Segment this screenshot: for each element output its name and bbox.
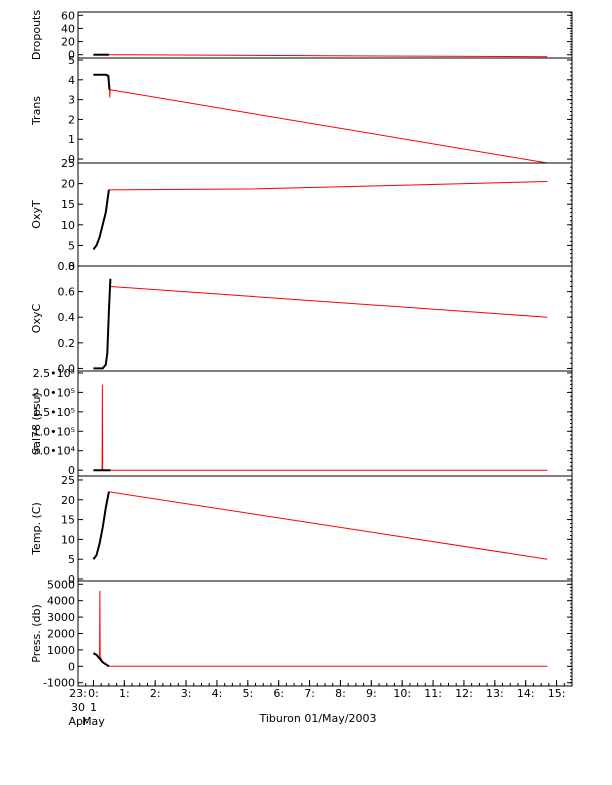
y-axis-label: OxyT [30,200,43,229]
y-axis-label: Trans [30,96,43,126]
panel-temp-c: 0 5 10 15 20 25 Temp. (C) [30,474,573,586]
y-tick-label: 15 [61,198,75,211]
x-tick-label: 2: [150,687,161,700]
y-tick-label: 4 [68,74,75,87]
panel-oxyt: 0 5 10 15 20 25 OxyT [30,157,573,273]
series-line-red [99,590,548,667]
series-line-early [92,491,110,560]
x-tick-label: 5: [242,687,253,700]
series-line-early [93,278,112,370]
panel-frame [77,475,573,582]
y-tick-label: 2000 [47,628,75,641]
y-tick-label: 0.4 [58,311,76,324]
y-tick-label: 10 [61,533,75,546]
x-tick-label: 15: [548,687,566,700]
series-line-red [108,181,548,191]
y-axis-label: Dropouts [30,10,43,60]
y-tick-label: 40 [61,22,75,35]
y-tick-label: 4000 [47,595,75,608]
x-tick-label: 14: [517,687,535,700]
series-line-red [110,286,548,318]
y-tick-label: 3 [68,94,75,107]
panel-frame [77,265,573,372]
series-line-early [92,189,110,251]
y-tick-label: 20 [61,494,75,507]
y-tick-label: 2.0•10⁵ [33,386,75,399]
series-line-red [109,89,548,164]
series-line-red [93,384,548,471]
y-tick-label: 25 [61,474,75,487]
y-tick-label: -1000 [43,677,75,690]
y-tick-label: 60 [61,9,75,22]
y-tick-label: 0.8 [58,260,76,273]
series-line-early [92,652,110,668]
x-tick-label: 11: [424,687,442,700]
y-tick-label: 0 [68,464,75,477]
y-tick-label: 0 [68,153,75,166]
y-tick-label: 1 [68,133,75,146]
y-tick-label: 0 [68,49,75,62]
y-tick-label: 5 [68,239,75,252]
y-tick-label: 1.5•10⁵ [33,406,75,419]
series-line-red [108,491,548,560]
panel-sal78-psu: 0 5.0•10⁴ 1.0•10⁵ 1.5•10⁵ 2.0•10⁵ 2.5•10⁵ Sal7… [30,367,573,477]
series-line-early [93,73,111,90]
y-axis-label: Press. (db) [30,604,43,663]
y-tick-label: 2.5•10⁵ [33,367,75,380]
x-tick-label: 3: [181,687,192,700]
chart-panels: 0204060Dropouts012345Trans0510152025OxyT… [30,9,573,690]
y-tick-label: 5.0•10⁴ [33,445,76,458]
y-tick-label: 25 [61,157,75,170]
y-tick-label: 1.0•10⁵ [33,425,75,438]
panel-frame [77,162,573,267]
panel-oxyc: 0.0 0.2 0.4 0.6 0.8 OxyC [30,260,573,375]
y-tick-label: 0.6 [58,286,76,299]
panel-trans: 0 1 2 3 4 5 Trans [30,54,573,166]
y-tick-label: 15 [61,514,75,527]
y-tick-label: 0 [68,260,75,273]
x-tick-label: 13: [486,687,504,700]
y-tick-label: 0.2 [58,337,76,350]
x-tick-label: 23: 30 Apr [68,687,88,728]
panel-frame [77,57,573,164]
x-tick-label: 1: [119,687,130,700]
y-tick-label: 3000 [47,611,75,624]
y-tick-label: 20 [61,36,75,49]
panel-frame [77,11,573,59]
y-tick-label: 10 [61,219,75,232]
panel-frame [77,580,573,687]
chart-footer-title: Tiburon 01/May/2003 [258,712,376,725]
y-tick-label: 0 [68,573,75,586]
series-line-red [93,54,548,58]
y-tick-label: 5 [68,553,75,566]
y-tick-label: 20 [61,178,75,191]
x-tick-label: 6: [273,687,284,700]
y-axis-label: OxyC [30,304,43,334]
panel-press-db: -1000 0 1000 2000 3000 4000 5000 Press. (db) [30,578,573,690]
x-tick-label: 10: [393,687,411,700]
y-tick-label: 0.0 [58,362,76,375]
y-axis-label: Temp. (C) [30,502,43,556]
x-tick-label: 8: [335,687,346,700]
y-tick-label: 0 [68,660,75,673]
x-tick-label: 12: [455,687,473,700]
y-axis-label: Sal78 (psu) [30,392,43,455]
y-tick-label: 5000 [47,578,75,591]
y-tick-label: 1000 [47,644,75,657]
y-tick-label: 5 [68,54,75,67]
x-tick-label: 4: [212,687,223,700]
panel-frame [77,370,573,477]
y-tick-label: 2 [68,113,75,126]
x-tick-label: 7: [304,687,315,700]
x-tick-label: 9: [366,687,377,700]
x-tick-label: 0: 1 May [82,687,105,728]
